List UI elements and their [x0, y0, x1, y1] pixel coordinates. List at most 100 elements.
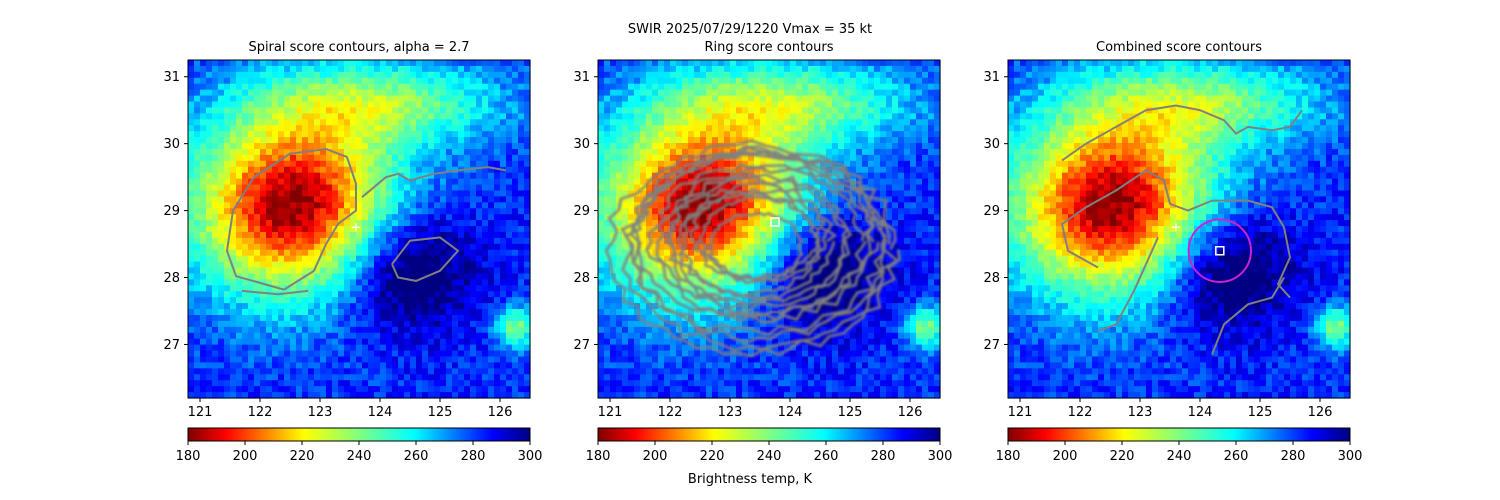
image-cell	[272, 202, 279, 209]
image-cell	[218, 356, 225, 363]
image-cell	[742, 202, 749, 209]
image-cell	[308, 102, 315, 109]
image-cell	[386, 131, 393, 138]
image-cell	[332, 137, 339, 144]
image-cell	[314, 220, 321, 227]
image-cell	[428, 190, 435, 197]
image-cell	[518, 327, 525, 334]
image-cell	[488, 60, 495, 67]
image-cell	[476, 386, 483, 393]
image-cell	[470, 303, 477, 310]
image-cell	[428, 60, 435, 67]
image-cell	[470, 238, 477, 245]
image-cell	[332, 66, 339, 73]
image-cell	[320, 273, 327, 280]
image-cell	[622, 351, 629, 358]
image-cell	[392, 96, 399, 103]
image-cell	[200, 291, 207, 298]
image-cell	[296, 179, 303, 186]
image-cell	[470, 208, 477, 215]
image-cell	[694, 137, 701, 144]
image-cell	[616, 72, 623, 79]
image-cell	[344, 226, 351, 233]
image-cell	[326, 327, 333, 334]
image-cell	[476, 273, 483, 280]
image-cell	[760, 356, 767, 363]
image-cell	[404, 208, 411, 215]
image-cell	[248, 125, 255, 132]
image-cell	[452, 149, 459, 156]
image-cell	[350, 244, 357, 251]
image-cell	[320, 321, 327, 328]
image-cell	[344, 374, 351, 381]
image-cell	[296, 315, 303, 322]
image-cell	[694, 131, 701, 138]
image-cell	[236, 96, 243, 103]
image-cell	[350, 345, 357, 352]
image-cell	[742, 60, 749, 67]
image-cell	[368, 102, 375, 109]
image-cell	[428, 279, 435, 286]
image-cell	[254, 244, 261, 251]
image-cell	[434, 102, 441, 109]
image-cell	[290, 190, 297, 197]
image-cell	[730, 362, 737, 369]
image-cell	[254, 351, 261, 358]
image-cell	[440, 60, 447, 67]
image-cell	[248, 303, 255, 310]
image-cell	[434, 244, 441, 251]
image-cell	[428, 214, 435, 221]
image-cell	[688, 351, 695, 358]
image-cell	[446, 119, 453, 126]
image-cell	[224, 137, 231, 144]
image-cell	[194, 66, 201, 73]
image-cell	[350, 339, 357, 346]
image-cell	[652, 368, 659, 375]
image-cell	[458, 362, 465, 369]
image-cell	[610, 161, 617, 168]
image-cell	[760, 374, 767, 381]
image-cell	[200, 362, 207, 369]
image-cell	[188, 351, 195, 358]
image-cell	[670, 137, 677, 144]
image-cell	[754, 131, 761, 138]
image-cell	[248, 339, 255, 346]
image-cell	[230, 84, 237, 91]
image-cell	[682, 96, 689, 103]
image-cell	[458, 214, 465, 221]
image-cell	[482, 131, 489, 138]
image-cell	[344, 297, 351, 304]
image-cell	[766, 102, 773, 109]
image-cell	[386, 220, 393, 227]
image-cell	[730, 72, 737, 79]
image-cell	[622, 279, 629, 286]
image-cell	[386, 362, 393, 369]
image-cell	[670, 149, 677, 156]
image-cell	[212, 84, 219, 91]
image-cell	[610, 143, 617, 150]
image-cell	[302, 315, 309, 322]
image-cell	[652, 262, 659, 269]
image-cell	[338, 356, 345, 363]
image-cell	[224, 107, 231, 114]
image-cell	[344, 119, 351, 126]
image-cell	[494, 268, 501, 275]
image-cell	[428, 185, 435, 192]
image-cell	[604, 90, 611, 97]
image-cell	[736, 238, 743, 245]
image-cell	[218, 368, 225, 375]
image-cell	[398, 190, 405, 197]
image-cell	[598, 279, 605, 286]
image-cell	[242, 173, 249, 180]
image-cell	[724, 226, 731, 233]
image-cell	[446, 113, 453, 120]
image-cell	[374, 107, 381, 114]
image-cell	[604, 161, 611, 168]
image-cell	[446, 149, 453, 156]
image-cell	[652, 149, 659, 156]
image-cell	[488, 149, 495, 156]
image-cell	[512, 137, 519, 144]
image-cell	[452, 96, 459, 103]
image-cell	[224, 66, 231, 73]
image-cell	[356, 291, 363, 298]
